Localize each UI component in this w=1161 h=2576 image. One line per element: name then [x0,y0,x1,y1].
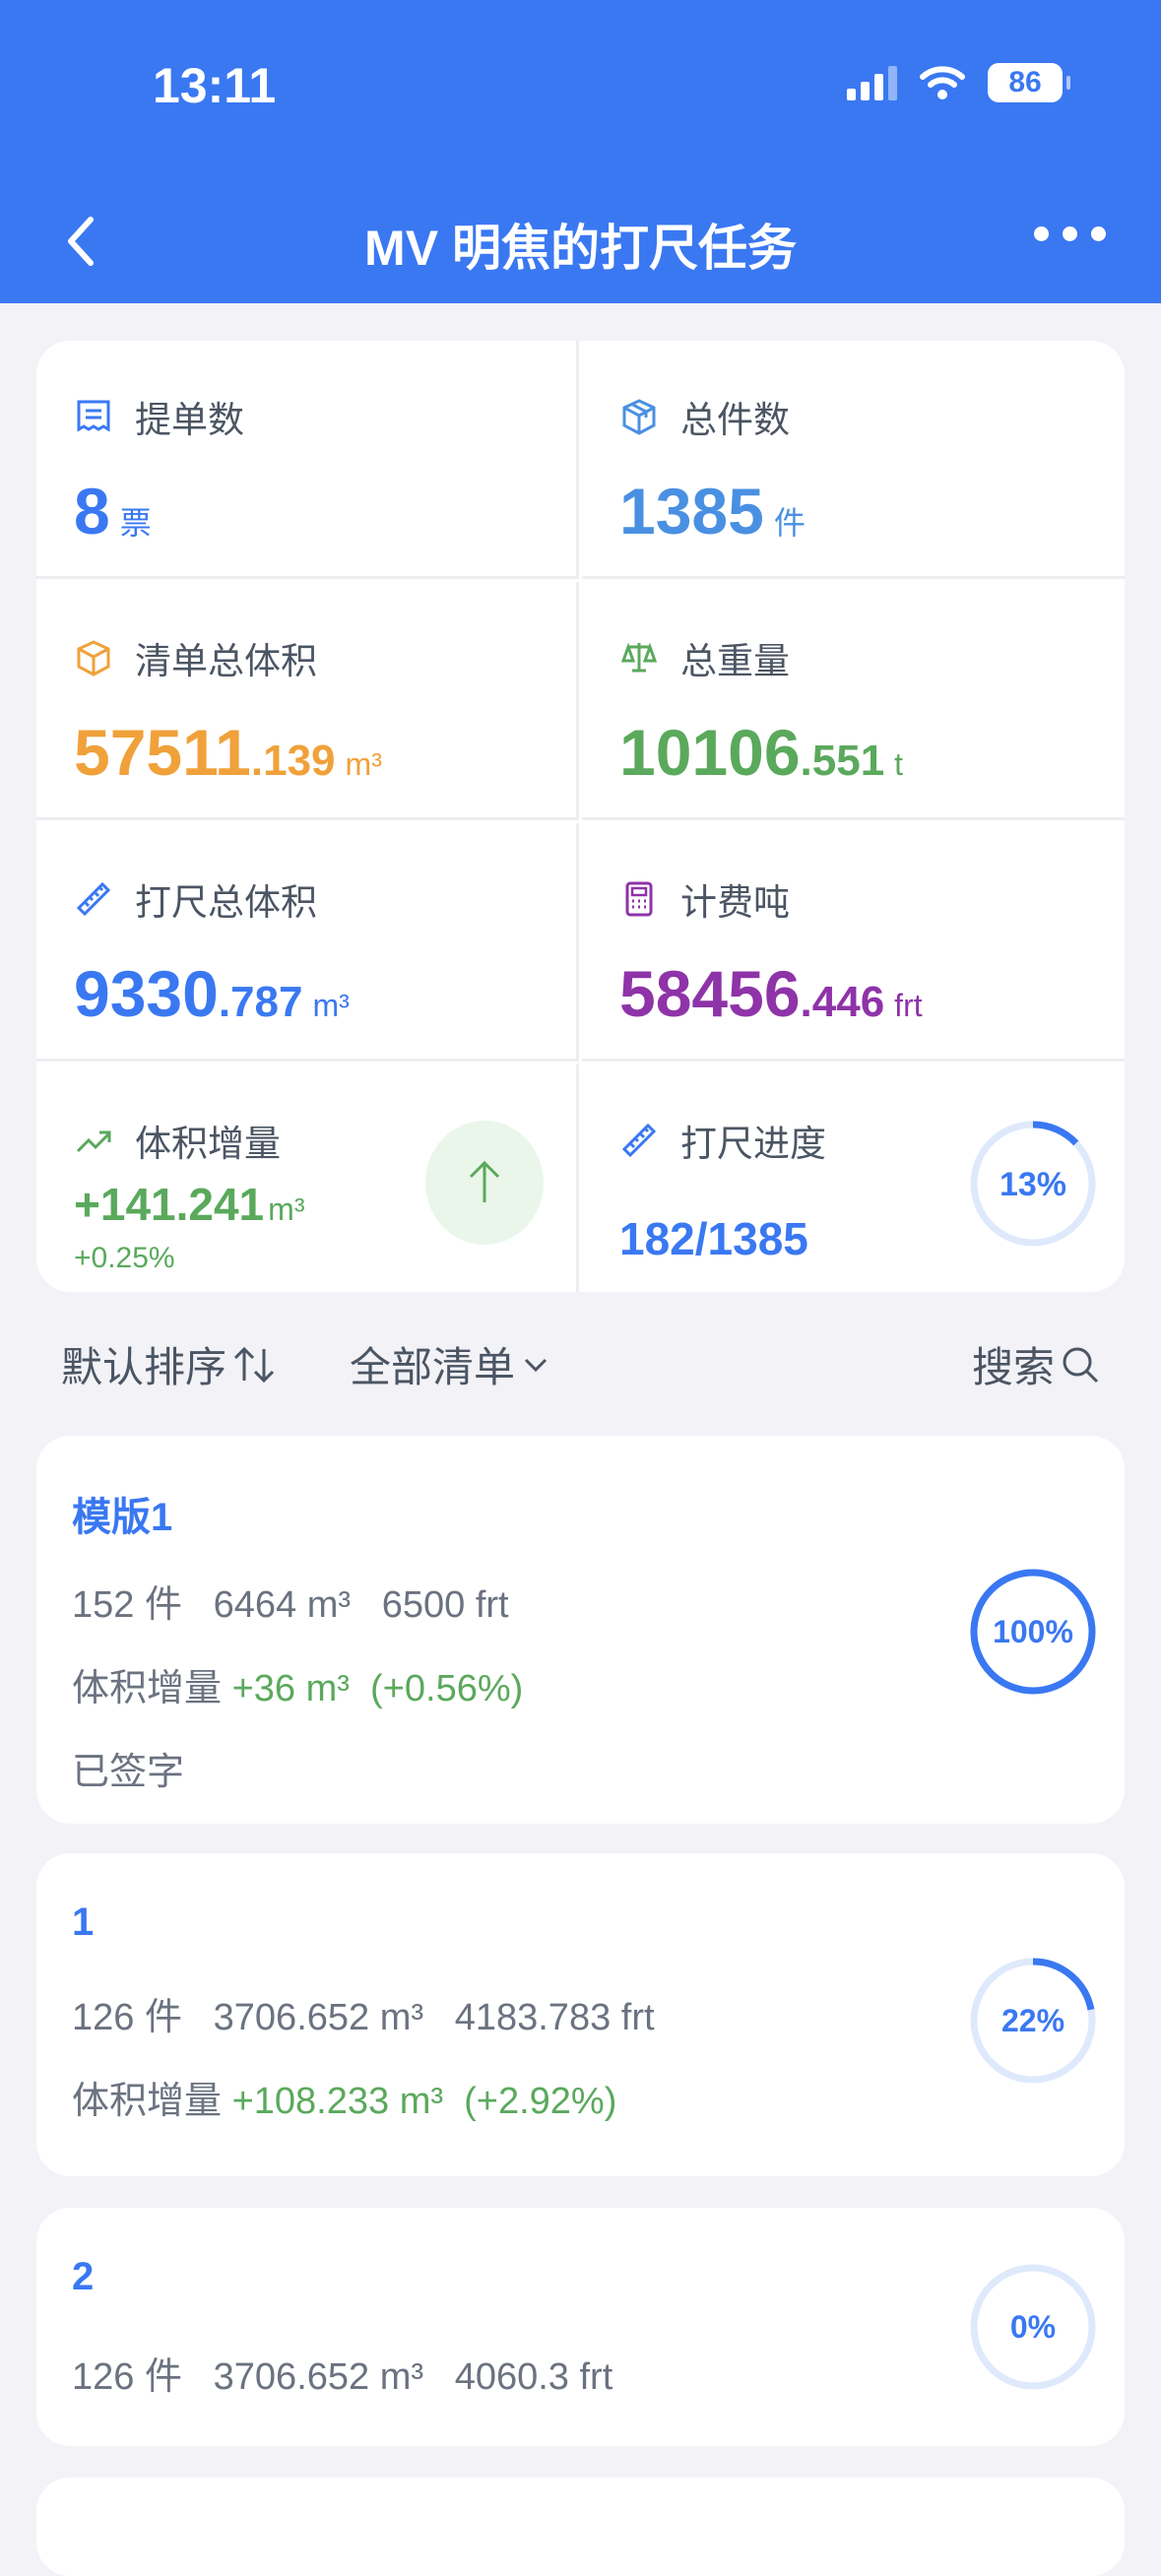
calculator-icon [619,879,659,919]
stat-progress: 打尺进度 182/1385 13% [582,1064,1125,1292]
stat-unit: 件 [773,505,806,541]
search-button[interactable]: 搜索 [972,1334,1100,1394]
progress-ring: 13% [970,1121,1096,1247]
stat-label: 总件数 [680,400,790,440]
item-name: 1 [72,1900,95,1944]
progress-ring: 0% [970,2264,1096,2390]
stat-unit: 票 [119,505,152,541]
item-name: 模版1 [72,1496,173,1539]
stat-unit: m³ [268,1191,305,1227]
item-name: 2 [72,2255,95,2298]
page-title: MV 明焦的打尺任务 [364,221,797,276]
stat-value-int: 10106 [619,716,801,789]
stat-volume-increase: 体积增量 +141.241 m³ +0.25% [36,1064,579,1292]
item-increase: 体积增量 +36 m³ (+0.56%) [72,1668,524,1709]
stat-value: 8 [74,475,110,547]
stat-value-dec: .787 [218,978,303,1026]
progress-ring: 100% [970,1569,1096,1695]
stat-label: 打尺总体积 [135,882,317,923]
stat-value: 1385 [619,475,764,547]
progress-percent: 100% [993,1614,1073,1649]
stat-value: +141.241 [74,1179,265,1230]
item-increase: 体积增量 +108.233 m³ (+2.92%) [72,2081,617,2122]
package-icon [619,397,659,436]
arrow-up-icon [425,1121,544,1245]
stat-label: 计费吨 [680,882,790,923]
wifi-icon [920,66,965,99]
list-item[interactable] [36,2478,1125,2576]
search-icon [1063,1347,1099,1383]
stat-value: 182/1385 [619,1213,808,1264]
cube-icon [74,638,113,677]
item-summary: 126 件 3706.652 m³ 4183.783 frt [72,1997,655,2038]
stat-label: 清单总体积 [135,641,317,681]
stat-label: 打尺进度 [680,1124,826,1164]
ruler-icon [74,879,113,919]
stat-value-int: 57511 [74,716,251,789]
stat-value-int: 9330 [74,957,219,1030]
nav-header: 13:11 86 MV 明焦的打尺任务 [0,0,1161,303]
item-summary: 126 件 3706.652 m³ 4060.3 frt [72,2356,613,2398]
stat-value-int: 58456 [619,957,801,1030]
stat-measured-volume: 打尺总体积 9330.787 m³ [36,823,579,1062]
list-filter-dropdown[interactable]: 全部清单 [350,1334,550,1394]
stat-label: 体积增量 [135,1124,281,1164]
stat-value-dec: .551 [800,737,885,785]
stat-unit: frt [894,988,923,1023]
stat-unit: t [894,746,904,782]
stat-label: 提单数 [135,400,244,440]
list-item[interactable]: 1 126 件 3706.652 m³ 4183.783 frt 体积增量 +1… [36,1853,1125,2176]
search-label: 搜索 [971,1344,1055,1390]
stat-weight: 总重量 10106.551 t [582,582,1125,820]
list-item[interactable]: 模版1 152 件 6464 m³ 6500 frt 体积增量 +36 m³ (… [36,1436,1125,1824]
trending-up-icon [74,1121,113,1160]
progress-percent: 0% [1010,2309,1056,2345]
item-status: 已签字 [72,1752,185,1793]
stat-value-dec: .446 [800,978,885,1026]
stat-percent: +0.25% [74,1242,175,1274]
battery-icon: 86 [988,63,1070,102]
sort-button[interactable]: 默认排序 [61,1334,276,1394]
progress-percent: 13% [1000,1166,1066,1203]
stat-pieces: 总件数 1385 件 [582,341,1125,579]
signal-icon [847,65,897,100]
progress-percent: 22% [1001,2003,1064,2038]
progress-ring: 22% [970,1958,1096,2084]
stat-freight-ton: 计费吨 58456.446 frt [582,823,1125,1062]
receipt-icon [74,397,113,436]
stat-value-dec: .139 [250,737,336,785]
back-button[interactable] [61,212,100,271]
status-icons: 86 [847,63,1070,102]
item-summary: 152 件 6464 m³ 6500 frt [72,1584,509,1626]
ruler-icon [619,1121,659,1160]
list-filter-label: 全部清单 [350,1344,516,1390]
stat-list-volume: 清单总体积 57511.139 m³ [36,582,579,820]
sort-icon [233,1346,275,1383]
chevron-down-icon [524,1358,548,1372]
stat-label: 总重量 [680,641,790,681]
sort-label: 默认排序 [61,1344,227,1390]
more-button[interactable] [1034,226,1106,241]
list-item[interactable]: 2 126 件 3706.652 m³ 4060.3 frt 0% [36,2208,1125,2446]
stat-unit: m³ [312,988,350,1023]
status-time: 13:11 [153,58,277,113]
stat-unit: m³ [345,746,382,782]
scale-icon [619,638,659,677]
filter-bar: 默认排序 全部清单 搜索 [0,1334,1161,1403]
